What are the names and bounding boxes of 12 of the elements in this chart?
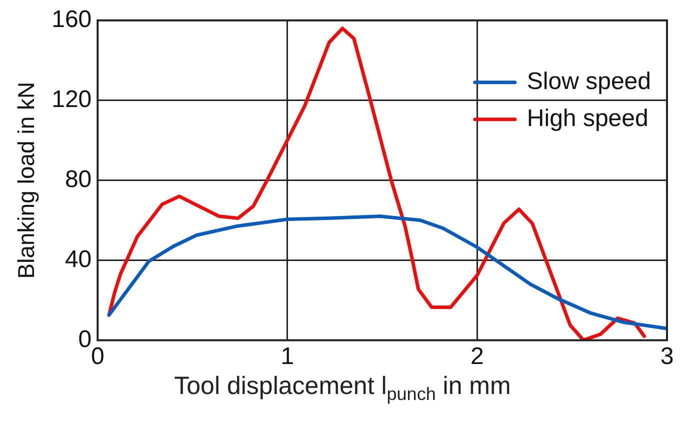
- y-tick-label: 120: [52, 86, 92, 113]
- legend-label: High speed: [526, 105, 648, 132]
- x-tick-label: 2: [470, 343, 484, 370]
- y-tick-label: 0: [78, 326, 92, 353]
- y-tick-label: 40: [64, 246, 92, 273]
- y-tick-label: 80: [64, 166, 92, 193]
- x-tick-label: 3: [660, 343, 674, 370]
- y-tick-label: 160: [52, 6, 92, 34]
- x-axis-title: Tool displacement l$_{punch}$ in mm: [173, 372, 512, 405]
- x-tick-label: 1: [280, 343, 294, 370]
- legend-label: Slow speed: [526, 68, 651, 96]
- y-axis-title: Blanking load in kN: [13, 82, 40, 279]
